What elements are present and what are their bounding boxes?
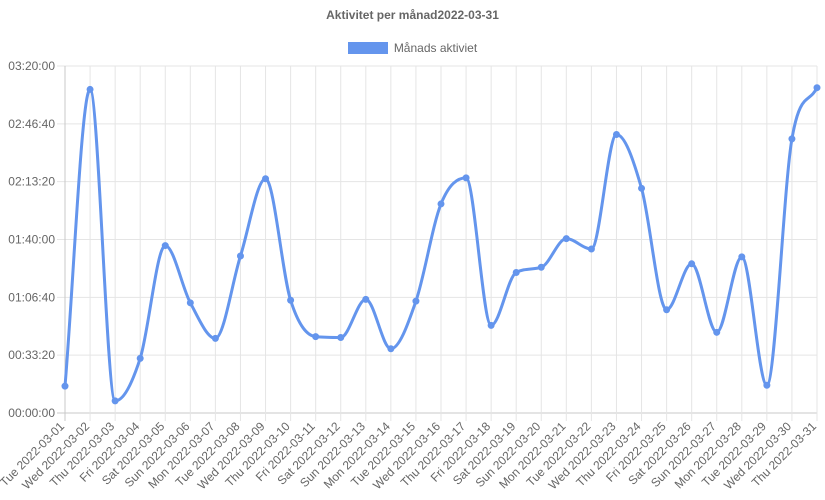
y-axis-ticks: 00:00:00 00:33:20 01:06:40 01:40:00 02:13:20… [8, 59, 55, 420]
data-point [312, 333, 320, 341]
y-tick-label: 01:40:00 [8, 233, 55, 247]
data-point [763, 381, 771, 389]
data-point [612, 131, 620, 139]
y-tick-label: 02:46:40 [8, 117, 55, 131]
grid [57, 65, 818, 421]
data-point [211, 334, 219, 342]
data-point [412, 297, 420, 305]
y-tick-label: 00:33:20 [8, 348, 55, 362]
data-point [236, 252, 244, 260]
data-point [186, 299, 194, 307]
data-point [487, 321, 495, 329]
data-point [713, 328, 721, 336]
data-point [136, 354, 144, 362]
legend-swatch [347, 42, 388, 54]
data-point [587, 245, 595, 253]
data-point [337, 334, 345, 342]
data-point [61, 382, 69, 390]
data-point [537, 263, 545, 271]
y-tick-label: 00:00:00 [8, 406, 55, 420]
data-points [61, 84, 821, 405]
data-point [738, 253, 746, 261]
data-point [437, 200, 445, 208]
legend-label: Månads aktiviet [393, 41, 478, 55]
data-point [663, 306, 671, 314]
data-point [813, 84, 821, 92]
data-point [512, 268, 520, 276]
data-point [562, 235, 570, 243]
y-tick-label: 02:13:20 [8, 175, 55, 189]
data-point [688, 260, 696, 268]
data-point [788, 135, 796, 143]
data-point [462, 174, 470, 182]
data-point [387, 345, 395, 353]
data-point [262, 175, 270, 183]
data-point [111, 397, 119, 405]
data-point [362, 295, 370, 303]
y-tick-label: 01:06:40 [8, 290, 55, 304]
data-point [287, 296, 295, 304]
series-lines [63, 86, 819, 403]
legend[interactable]: Månads aktiviet [0, 41, 825, 55]
chart-title: Aktivitet per månad2022-03-31 [326, 8, 499, 22]
data-point [86, 85, 94, 93]
series-line [63, 86, 819, 403]
data-point [161, 242, 169, 250]
y-tick-label: 03:20:00 [8, 59, 55, 73]
data-point [638, 184, 646, 192]
